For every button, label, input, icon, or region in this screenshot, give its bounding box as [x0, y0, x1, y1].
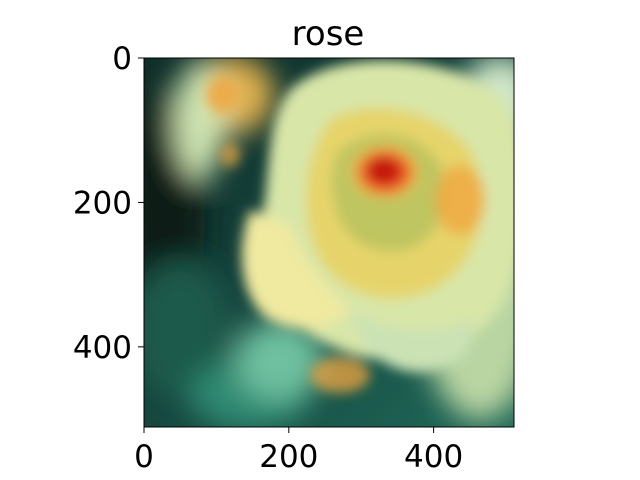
x-tick-label: 400 — [404, 439, 463, 475]
axes-frame — [143, 57, 515, 428]
x-tick-label: 0 — [134, 439, 154, 475]
plot-title: rose — [291, 14, 365, 54]
x-axis-ticks: 0 200 400 — [134, 427, 463, 475]
y-tick-label: 200 — [73, 185, 132, 221]
y-tick-label: 0 — [112, 41, 132, 77]
x-tick-label: 200 — [259, 439, 318, 475]
rose-image — [144, 58, 514, 427]
y-tick-label: 400 — [73, 330, 132, 366]
y-axis-ticks: 0 200 400 — [73, 41, 144, 366]
